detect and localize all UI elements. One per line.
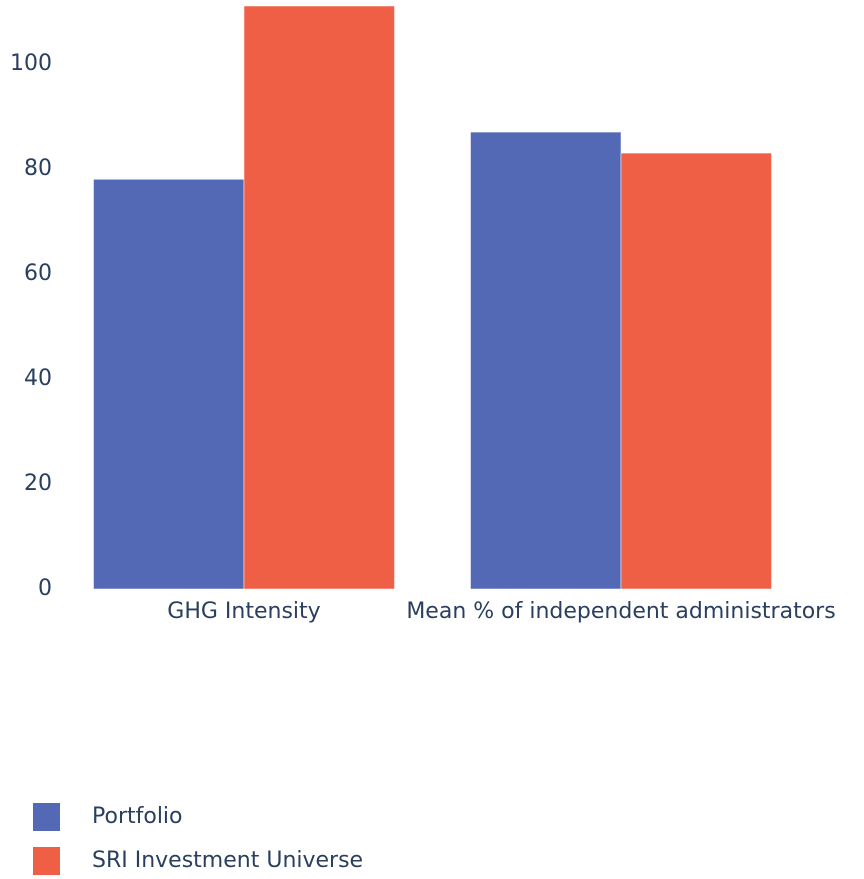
y-tick-label: 40: [24, 366, 52, 391]
bar: [243, 5, 395, 590]
legend-swatch: [33, 803, 60, 831]
x-tick-label: Mean % of independent administrators: [406, 599, 835, 624]
y-tick-label: 60: [24, 261, 52, 286]
bar: [620, 152, 772, 590]
y-tick-label: 80: [24, 156, 52, 181]
legend-swatch: [33, 847, 60, 875]
y-tick-label: 100: [10, 51, 52, 76]
x-tick-label: GHG Intensity: [167, 599, 320, 624]
y-tick-label: 20: [24, 471, 52, 496]
bar: [470, 131, 622, 590]
legend-label: Portfolio: [92, 804, 183, 829]
legend-label: SRI Investment Universe: [92, 848, 363, 873]
y-tick-label: 0: [38, 576, 52, 601]
bar: [93, 179, 245, 590]
